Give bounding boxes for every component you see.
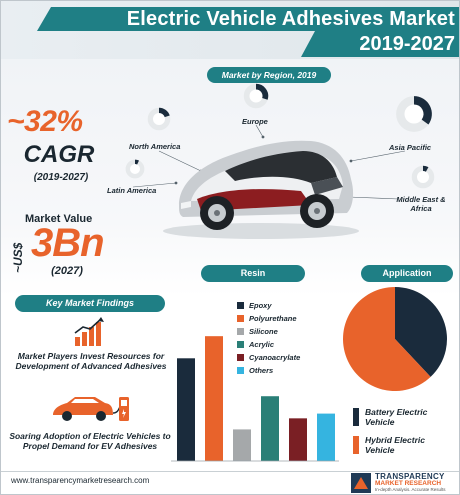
legend-label: Polyurethane [249, 314, 297, 323]
legend-label: Battery Electric Vehicle [365, 407, 428, 427]
legend-label: Silicone [249, 327, 278, 336]
finding-item-2: Soaring Adoption of Electric Vehicles to… [9, 431, 171, 451]
pie-slice-hybrid [343, 287, 431, 391]
donut-asia-pacific [396, 96, 432, 132]
tmr-brand-line1: TRANSPARENCY [375, 472, 445, 481]
cagr-label: CAGR [23, 141, 95, 168]
bar-silicone [233, 429, 251, 461]
legend-label: Others [249, 366, 274, 375]
tmr-logo: TRANSPARENCY MARKET RESEARCH In-depth An… [351, 472, 455, 494]
finding-item-1: Market Players Invest Resources for Deve… [15, 351, 167, 371]
region-title: Market by Region, 2019 [207, 67, 331, 83]
header-title-band [37, 7, 459, 31]
ev-charging-icon [53, 397, 129, 421]
cagr-value: ~32% [7, 105, 83, 138]
donut-share-arc [413, 96, 432, 125]
donut-europe [243, 83, 269, 109]
footer-url[interactable]: www.transparencymarketresearch.com [11, 476, 150, 485]
bar-epoxy [177, 358, 195, 461]
donut-north-america [147, 107, 171, 131]
page-years: 2019-2027 [359, 33, 455, 55]
application-pie-chart [343, 287, 448, 391]
region-label-middle-east-africa: Middle East & Africa [396, 195, 446, 213]
legend-label: Acrylic [249, 340, 275, 349]
resin-legend-item: Polyurethane [237, 314, 297, 323]
resin-legend-item: Silicone [237, 327, 278, 336]
legend-swatch [237, 341, 244, 348]
bar-others [317, 413, 335, 461]
tmr-brand-line2: MARKET RESEARCH [375, 480, 442, 487]
donut-share-arc [255, 83, 269, 100]
region-label-north-america: North America [129, 142, 181, 151]
resin-legend-item: Acrylic [237, 340, 274, 349]
legend-swatch [237, 328, 244, 335]
donut-share-arc [158, 107, 170, 118]
resin-legend-item: Cyanoacrylate [237, 353, 300, 362]
legend-swatch [237, 367, 244, 374]
region-label-latin-america: Latin America [107, 186, 157, 195]
bar-acrylic [261, 396, 279, 461]
cagr-years: (2019-2027) [33, 172, 89, 183]
market-value-year: (2027) [51, 265, 83, 277]
page-title: Electric Vehicle Adhesives Market [126, 8, 455, 30]
donut-latin-america [125, 159, 145, 179]
legend-swatch [353, 436, 359, 454]
pie-slice-battery [395, 287, 448, 377]
leader-lines [132, 124, 406, 200]
bar-polyurethane [205, 336, 223, 461]
bar-cyanoacrylate [289, 418, 307, 461]
market-value-currency: ~US$ [11, 242, 25, 273]
legend-swatch [353, 408, 359, 426]
application-legend-item: Battery Electric Vehicle [353, 407, 453, 429]
donut-share-arc [134, 159, 140, 165]
tmr-logo-icon [351, 473, 371, 493]
header-years-band [301, 31, 459, 57]
donut-middle-east-africa [411, 165, 435, 189]
legend-swatch [237, 315, 244, 322]
growth-bars-icon [74, 317, 104, 346]
resin-title: Resin [201, 265, 305, 282]
application-title: Application [361, 265, 453, 282]
key-findings-title: Key Market Findings [15, 295, 165, 312]
legend-label: Hybrid Electric Vehicle [365, 435, 425, 455]
resin-bar-chart [171, 336, 339, 462]
electric-car-illustration [163, 140, 359, 239]
legend-swatch [237, 302, 244, 309]
legend-label: Cyanoacrylate [249, 353, 301, 362]
donut-share-arc [422, 165, 429, 172]
footer-divider [1, 471, 459, 472]
tmr-brand-tagline: In-depth Analysis. Accurate Results [375, 487, 446, 492]
resin-legend-item: Epoxy [237, 301, 272, 310]
resin-legend-item: Others [237, 366, 273, 375]
market-value: 3Bn [31, 221, 105, 265]
legend-label: Epoxy [249, 301, 272, 310]
market-value-label: Market Value [25, 213, 93, 225]
region-label-europe: Europe [242, 117, 268, 126]
application-legend-item: Hybrid Electric Vehicle [353, 435, 453, 457]
legend-swatch [237, 354, 244, 361]
donut-track [411, 165, 435, 189]
region-label-asia-pacific: Asia Pacific [389, 143, 432, 152]
